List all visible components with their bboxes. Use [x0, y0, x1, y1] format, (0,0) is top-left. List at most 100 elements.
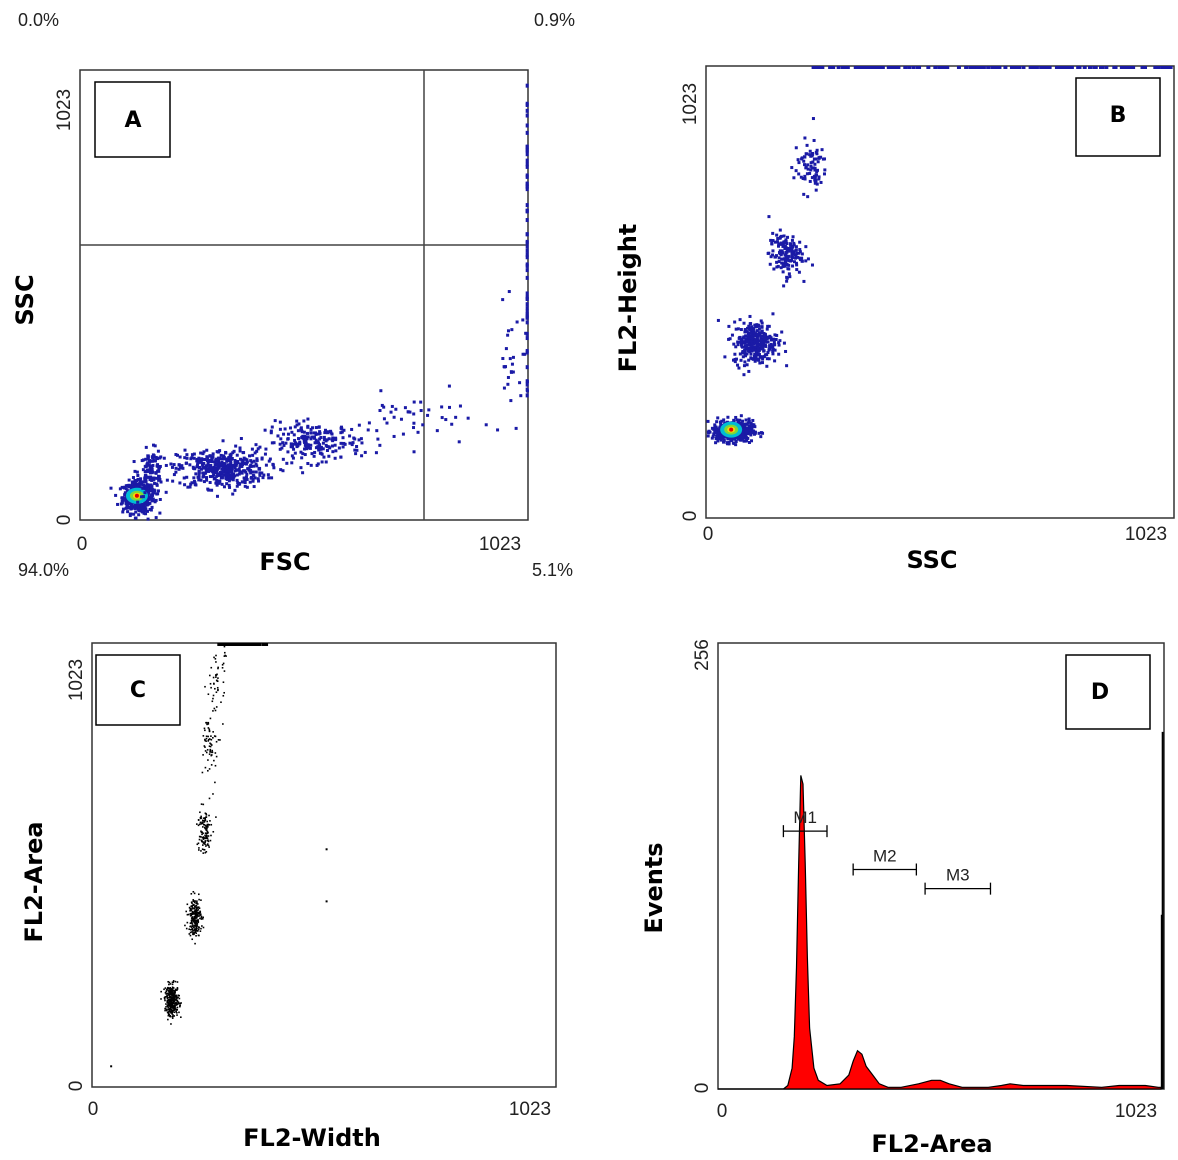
event-point [165, 993, 168, 995]
event-point [200, 915, 203, 918]
event-point [226, 469, 230, 473]
event-point [199, 460, 203, 464]
event-point [378, 409, 382, 413]
event-point [189, 925, 191, 928]
event-point [195, 920, 198, 923]
event-point [740, 426, 744, 430]
event-point [771, 347, 775, 351]
event-point [190, 928, 192, 931]
event-point [230, 469, 234, 473]
event-point [796, 255, 800, 259]
event-point [199, 917, 201, 920]
event-point [194, 913, 197, 915]
event-point [156, 464, 160, 468]
event-point [309, 443, 313, 447]
event-point [412, 426, 416, 430]
event-point [314, 438, 318, 442]
event-point [751, 423, 755, 427]
event-point [208, 475, 212, 479]
event-point [210, 456, 214, 460]
event-point [303, 443, 307, 447]
event-point [212, 694, 215, 697]
event-point [133, 479, 137, 483]
event-point [208, 468, 212, 472]
event-point [706, 419, 710, 423]
event-point [773, 343, 777, 347]
histogram-d [718, 731, 1164, 1090]
event-point [194, 900, 196, 902]
event-point [738, 318, 742, 322]
event-point [216, 686, 219, 689]
event-point [781, 263, 785, 267]
event-point [740, 343, 744, 347]
event-point [185, 475, 189, 479]
event-point [747, 358, 751, 362]
event-point [169, 1007, 172, 1010]
event-point [521, 318, 525, 322]
event-point [266, 473, 270, 477]
event-point [292, 442, 296, 446]
edge-event-point [525, 320, 529, 325]
event-point [149, 475, 153, 479]
event-point [444, 418, 448, 422]
event-point [205, 740, 207, 742]
event-point [201, 840, 203, 843]
event-point [742, 340, 746, 344]
event-point [129, 507, 133, 511]
event-point [152, 454, 156, 458]
event-point [217, 677, 219, 679]
event-point [730, 333, 734, 337]
y-axis-label-b: FL2-Height [614, 224, 642, 373]
top-edge-event-point [845, 66, 850, 69]
event-point [195, 908, 197, 911]
event-point [257, 479, 261, 483]
event-point [205, 751, 208, 754]
event-point [771, 312, 775, 316]
event-point [138, 479, 142, 483]
event-point [519, 394, 523, 398]
event-point [249, 471, 253, 475]
event-point [251, 470, 255, 474]
top-edge-event-point [1066, 66, 1071, 69]
event-point [227, 459, 231, 463]
event-point [121, 507, 125, 511]
event-point [190, 481, 194, 485]
event-point [148, 460, 152, 464]
event-point [784, 263, 788, 267]
histogram-area [718, 775, 1162, 1090]
event-point [168, 987, 170, 990]
event-point [245, 472, 249, 476]
event-point [787, 248, 791, 252]
event-point [132, 512, 136, 516]
event-point [215, 816, 217, 818]
event-point [212, 731, 214, 733]
event-point [341, 436, 345, 440]
event-point [188, 907, 191, 909]
event-point [736, 420, 740, 424]
event-point [235, 468, 239, 472]
event-point [814, 157, 818, 161]
event-point [263, 452, 267, 456]
top-edge-event-point [866, 66, 871, 69]
event-point [210, 738, 213, 741]
event-point [227, 456, 231, 460]
event-point [203, 745, 206, 747]
event-point [310, 435, 314, 439]
top-edge-event-point [981, 66, 986, 69]
event-point [186, 913, 189, 916]
event-point [753, 345, 757, 349]
event-point [195, 932, 198, 934]
event-point [200, 927, 202, 930]
event-point [207, 693, 210, 696]
top-edge-event-point [896, 66, 901, 69]
event-point [776, 264, 780, 268]
event-point [738, 340, 742, 344]
event-point [324, 460, 328, 464]
event-point [208, 797, 211, 800]
event-point [781, 244, 785, 248]
event-point [144, 508, 148, 512]
event-point [172, 1007, 174, 1009]
event-point [192, 899, 195, 901]
event-point [815, 170, 819, 174]
event-point [168, 983, 170, 986]
